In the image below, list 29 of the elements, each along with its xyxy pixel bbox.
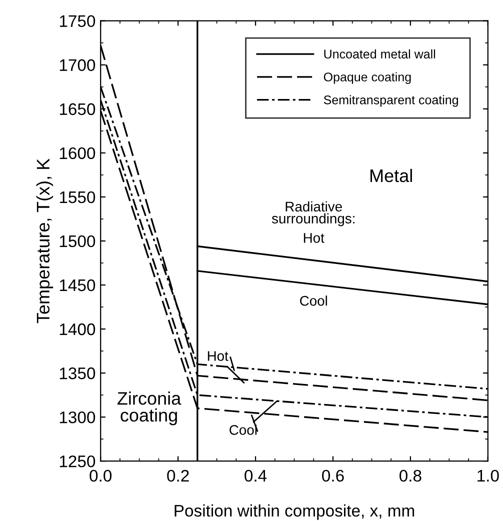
y-axis-title: Temperature, T(x), K bbox=[36, 158, 54, 324]
annotation: Metal bbox=[370, 168, 412, 182]
y-tick-label: 1500 bbox=[60, 235, 96, 248]
legend-label: Opaque coating bbox=[324, 72, 411, 84]
y-tick-label: 1400 bbox=[60, 323, 96, 336]
x-tick-label: 0.2 bbox=[167, 470, 189, 482]
y-tick-label: 1700 bbox=[60, 59, 96, 72]
annotation: Radiative surroundings: bbox=[272, 201, 354, 226]
y-tick-label: 1450 bbox=[60, 279, 96, 292]
annotation: Cool bbox=[300, 296, 327, 306]
x-tick-label: 0.4 bbox=[244, 470, 267, 482]
y-tick-label: 1550 bbox=[60, 191, 96, 204]
legend-label: Uncoated metal wall bbox=[324, 49, 436, 59]
y-tick-label: 1600 bbox=[60, 147, 96, 160]
x-tick-label: 1.0 bbox=[478, 470, 499, 482]
y-tick-label: 1750 bbox=[60, 15, 96, 28]
y-tick-label: 1350 bbox=[60, 367, 96, 380]
legend-label: Semitransparent coating bbox=[324, 95, 458, 107]
annotation: Cool bbox=[230, 424, 257, 435]
annotation: Hot bbox=[304, 233, 324, 243]
x-axis-title: Position within composite, x, mm bbox=[174, 504, 414, 520]
x-tick-label: 0.8 bbox=[400, 470, 422, 482]
annotation: Hot bbox=[208, 351, 228, 361]
annotation: Zirconia coating bbox=[117, 392, 182, 426]
y-tick-label: 1250 bbox=[60, 455, 96, 468]
x-tick-label: 0.6 bbox=[322, 470, 344, 482]
x-tick-label: 0.0 bbox=[90, 470, 112, 482]
y-tick-label: 1650 bbox=[60, 103, 96, 116]
y-tick-label: 1300 bbox=[60, 411, 96, 424]
